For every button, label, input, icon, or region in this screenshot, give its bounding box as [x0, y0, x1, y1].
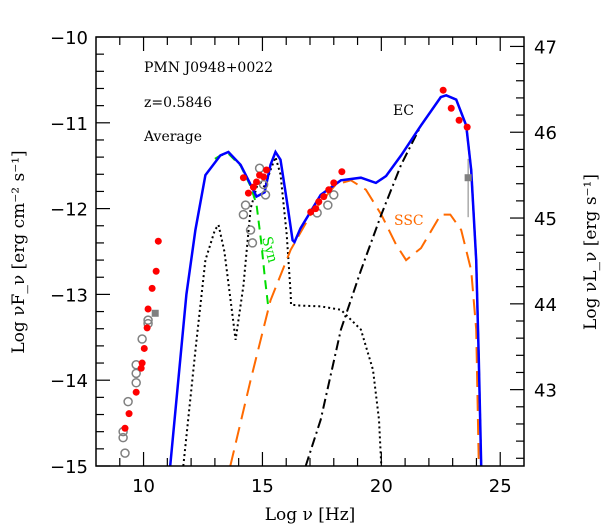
red-data-point [325, 186, 333, 194]
ssc-curve [229, 179, 480, 467]
red-data-point [330, 179, 338, 187]
thermal-curve [182, 153, 383, 467]
y-tick-label: −13 [50, 285, 88, 306]
red-data-point [463, 123, 471, 131]
red-data-point [125, 410, 133, 418]
syn-curve [214, 152, 270, 310]
state-label: Average [143, 129, 202, 145]
gray-data-point [329, 190, 339, 200]
y-tick-label: −11 [50, 114, 88, 135]
red-data-point [244, 189, 252, 197]
red-data-point [320, 193, 328, 201]
syn-label: Syn [258, 235, 280, 265]
model-curves [168, 93, 483, 467]
gray-data-point [258, 179, 269, 190]
y-right-tick-label: 46 [534, 123, 557, 144]
gray-data-point [240, 200, 251, 210]
red-data-point [144, 305, 152, 313]
gray-data-point [245, 225, 256, 235]
red-data-point [260, 173, 268, 181]
data-points [118, 86, 472, 458]
gray-data-point [238, 209, 249, 220]
red-data-point [338, 168, 346, 176]
red-data-point [132, 388, 140, 396]
x-tick-label: 15 [251, 476, 274, 497]
y-right-tick-label: 43 [534, 381, 557, 402]
red-data-point [152, 267, 160, 275]
gray-data-point [254, 163, 265, 174]
gray-data-point [123, 396, 133, 407]
red-data-point [315, 198, 323, 206]
red-data-point [249, 183, 257, 191]
ssc-label: SSC [394, 213, 424, 229]
red-data-point [140, 344, 148, 352]
red-data-point [154, 237, 162, 245]
red-data-point [262, 166, 270, 174]
ec-label: EC [393, 103, 414, 119]
gray-data-point [260, 190, 271, 200]
y-tick-label: −14 [50, 371, 88, 392]
red-data-point [239, 174, 247, 182]
red-data-point [312, 205, 320, 213]
gray-data-point [323, 200, 333, 210]
red-data-point [253, 178, 260, 186]
gray-data-point [118, 432, 128, 443]
y-tick-label: −12 [50, 200, 88, 221]
y-right-tick-label: 47 [534, 37, 557, 58]
gray-data-point [137, 334, 147, 344]
y-tick-label: −15 [50, 457, 88, 478]
gray-data-point [131, 378, 141, 388]
total-curve [168, 93, 483, 467]
red-data-point [307, 208, 315, 216]
x-tick-label: 20 [370, 476, 393, 497]
gray-data-point [247, 238, 258, 248]
y-axis-label: Log νF_ν [erg cm⁻² s⁻¹] [9, 150, 29, 353]
ec-curve [304, 94, 483, 467]
redshift-label: z=0.5846 [144, 95, 212, 111]
y-right-axis-label: Log νL_ν [erg s⁻¹] [581, 174, 601, 330]
red-data-point [447, 104, 455, 112]
red-data-point [439, 86, 447, 94]
gray-data-point [120, 448, 130, 458]
axis-ticks: 10 15 20 25 −15 −14 −13 −12 −11 −10 43 44 45 46 47 [50, 28, 557, 497]
source-name-label: PMN J0948+0022 [144, 60, 273, 76]
x-tick-label: 10 [132, 476, 155, 497]
red-data-point [137, 364, 145, 372]
red-data-point [121, 424, 129, 432]
x-tick-label: 25 [489, 476, 512, 497]
y-tick-label: −10 [50, 28, 88, 49]
red-data-point [148, 284, 156, 292]
x-axis-label: Log ν [Hz] [265, 505, 356, 525]
gray-square-point [464, 174, 472, 182]
y-right-tick-label: 45 [534, 209, 557, 230]
red-data-point [143, 324, 151, 332]
red-data-point [455, 116, 463, 124]
y-right-tick-label: 44 [534, 295, 557, 316]
gray-data-point [143, 315, 153, 325]
gray-square-point [151, 309, 159, 317]
